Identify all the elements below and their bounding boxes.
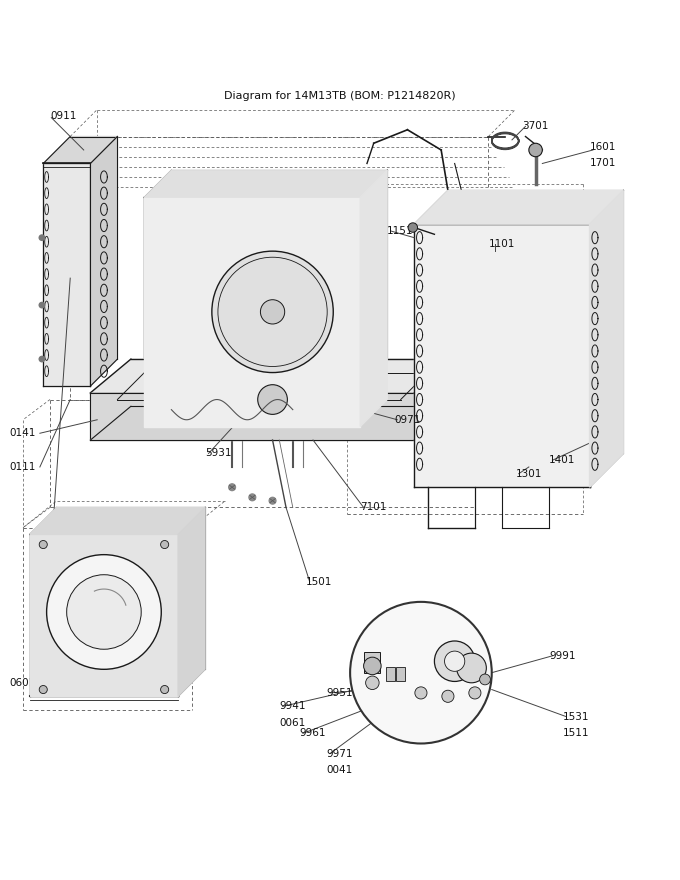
- Text: 1501: 1501: [306, 576, 333, 587]
- Circle shape: [39, 540, 48, 548]
- Text: 1531: 1531: [562, 712, 589, 722]
- Circle shape: [212, 251, 333, 372]
- Text: 0971: 0971: [394, 414, 420, 425]
- Text: 9981: 9981: [421, 725, 447, 735]
- Circle shape: [39, 686, 48, 693]
- Text: 3701: 3701: [522, 121, 549, 131]
- Polygon shape: [178, 508, 205, 696]
- Text: 0781: 0781: [104, 550, 131, 560]
- Text: 1101: 1101: [488, 239, 515, 249]
- Circle shape: [479, 674, 490, 685]
- Polygon shape: [44, 136, 118, 164]
- Text: 0701: 0701: [293, 280, 319, 290]
- Circle shape: [39, 235, 45, 240]
- Text: 1301: 1301: [515, 469, 542, 479]
- Circle shape: [445, 651, 464, 671]
- Text: 1611: 1611: [394, 631, 420, 641]
- Circle shape: [408, 223, 418, 232]
- Text: 0111: 0111: [10, 462, 36, 472]
- Circle shape: [249, 494, 256, 501]
- Text: 9951: 9951: [326, 688, 353, 698]
- Circle shape: [260, 300, 285, 324]
- Polygon shape: [90, 407, 455, 440]
- Circle shape: [469, 687, 481, 699]
- Text: 9941: 9941: [279, 701, 306, 711]
- Circle shape: [160, 540, 169, 548]
- Polygon shape: [414, 190, 624, 224]
- Polygon shape: [90, 136, 118, 386]
- Text: 1701: 1701: [590, 158, 616, 168]
- Circle shape: [258, 385, 288, 414]
- Text: 0901: 0901: [44, 583, 69, 593]
- Circle shape: [39, 303, 45, 308]
- Text: 7101: 7101: [360, 502, 387, 512]
- Polygon shape: [30, 508, 205, 534]
- Circle shape: [228, 484, 235, 490]
- Polygon shape: [414, 224, 590, 488]
- Text: 0601: 0601: [10, 678, 36, 688]
- Circle shape: [364, 657, 381, 675]
- Polygon shape: [44, 164, 90, 386]
- Text: 1601: 1601: [590, 142, 616, 151]
- Bar: [396, 667, 405, 681]
- Bar: [386, 667, 394, 681]
- Text: 1151: 1151: [387, 226, 413, 236]
- Text: 0911: 0911: [50, 111, 76, 121]
- Polygon shape: [590, 190, 624, 488]
- Polygon shape: [144, 197, 360, 427]
- Polygon shape: [144, 170, 387, 197]
- Text: Diagram for 14M13TB (BOM: P1214820R): Diagram for 14M13TB (BOM: P1214820R): [224, 92, 456, 101]
- Circle shape: [67, 575, 141, 649]
- Circle shape: [269, 497, 276, 504]
- Circle shape: [435, 641, 475, 681]
- Circle shape: [415, 687, 427, 699]
- Circle shape: [366, 676, 379, 690]
- Polygon shape: [30, 534, 178, 696]
- Circle shape: [39, 356, 45, 362]
- Text: 0061: 0061: [279, 718, 305, 729]
- Polygon shape: [90, 359, 455, 392]
- Text: 1401: 1401: [549, 455, 575, 466]
- Circle shape: [457, 653, 486, 683]
- Bar: [364, 652, 381, 672]
- Text: 5931: 5931: [205, 449, 232, 458]
- Circle shape: [160, 686, 169, 693]
- Polygon shape: [360, 170, 387, 427]
- Circle shape: [529, 143, 543, 157]
- Text: 0141: 0141: [10, 429, 36, 438]
- Text: 0041: 0041: [326, 766, 353, 775]
- Text: 9961: 9961: [299, 729, 326, 738]
- Text: 1511: 1511: [562, 729, 589, 738]
- Polygon shape: [90, 392, 414, 440]
- Circle shape: [47, 554, 161, 670]
- Circle shape: [350, 602, 492, 744]
- Text: 9991: 9991: [549, 651, 575, 661]
- Circle shape: [442, 690, 454, 702]
- Text: 9971: 9971: [326, 749, 353, 759]
- Text: 0101: 0101: [118, 523, 143, 532]
